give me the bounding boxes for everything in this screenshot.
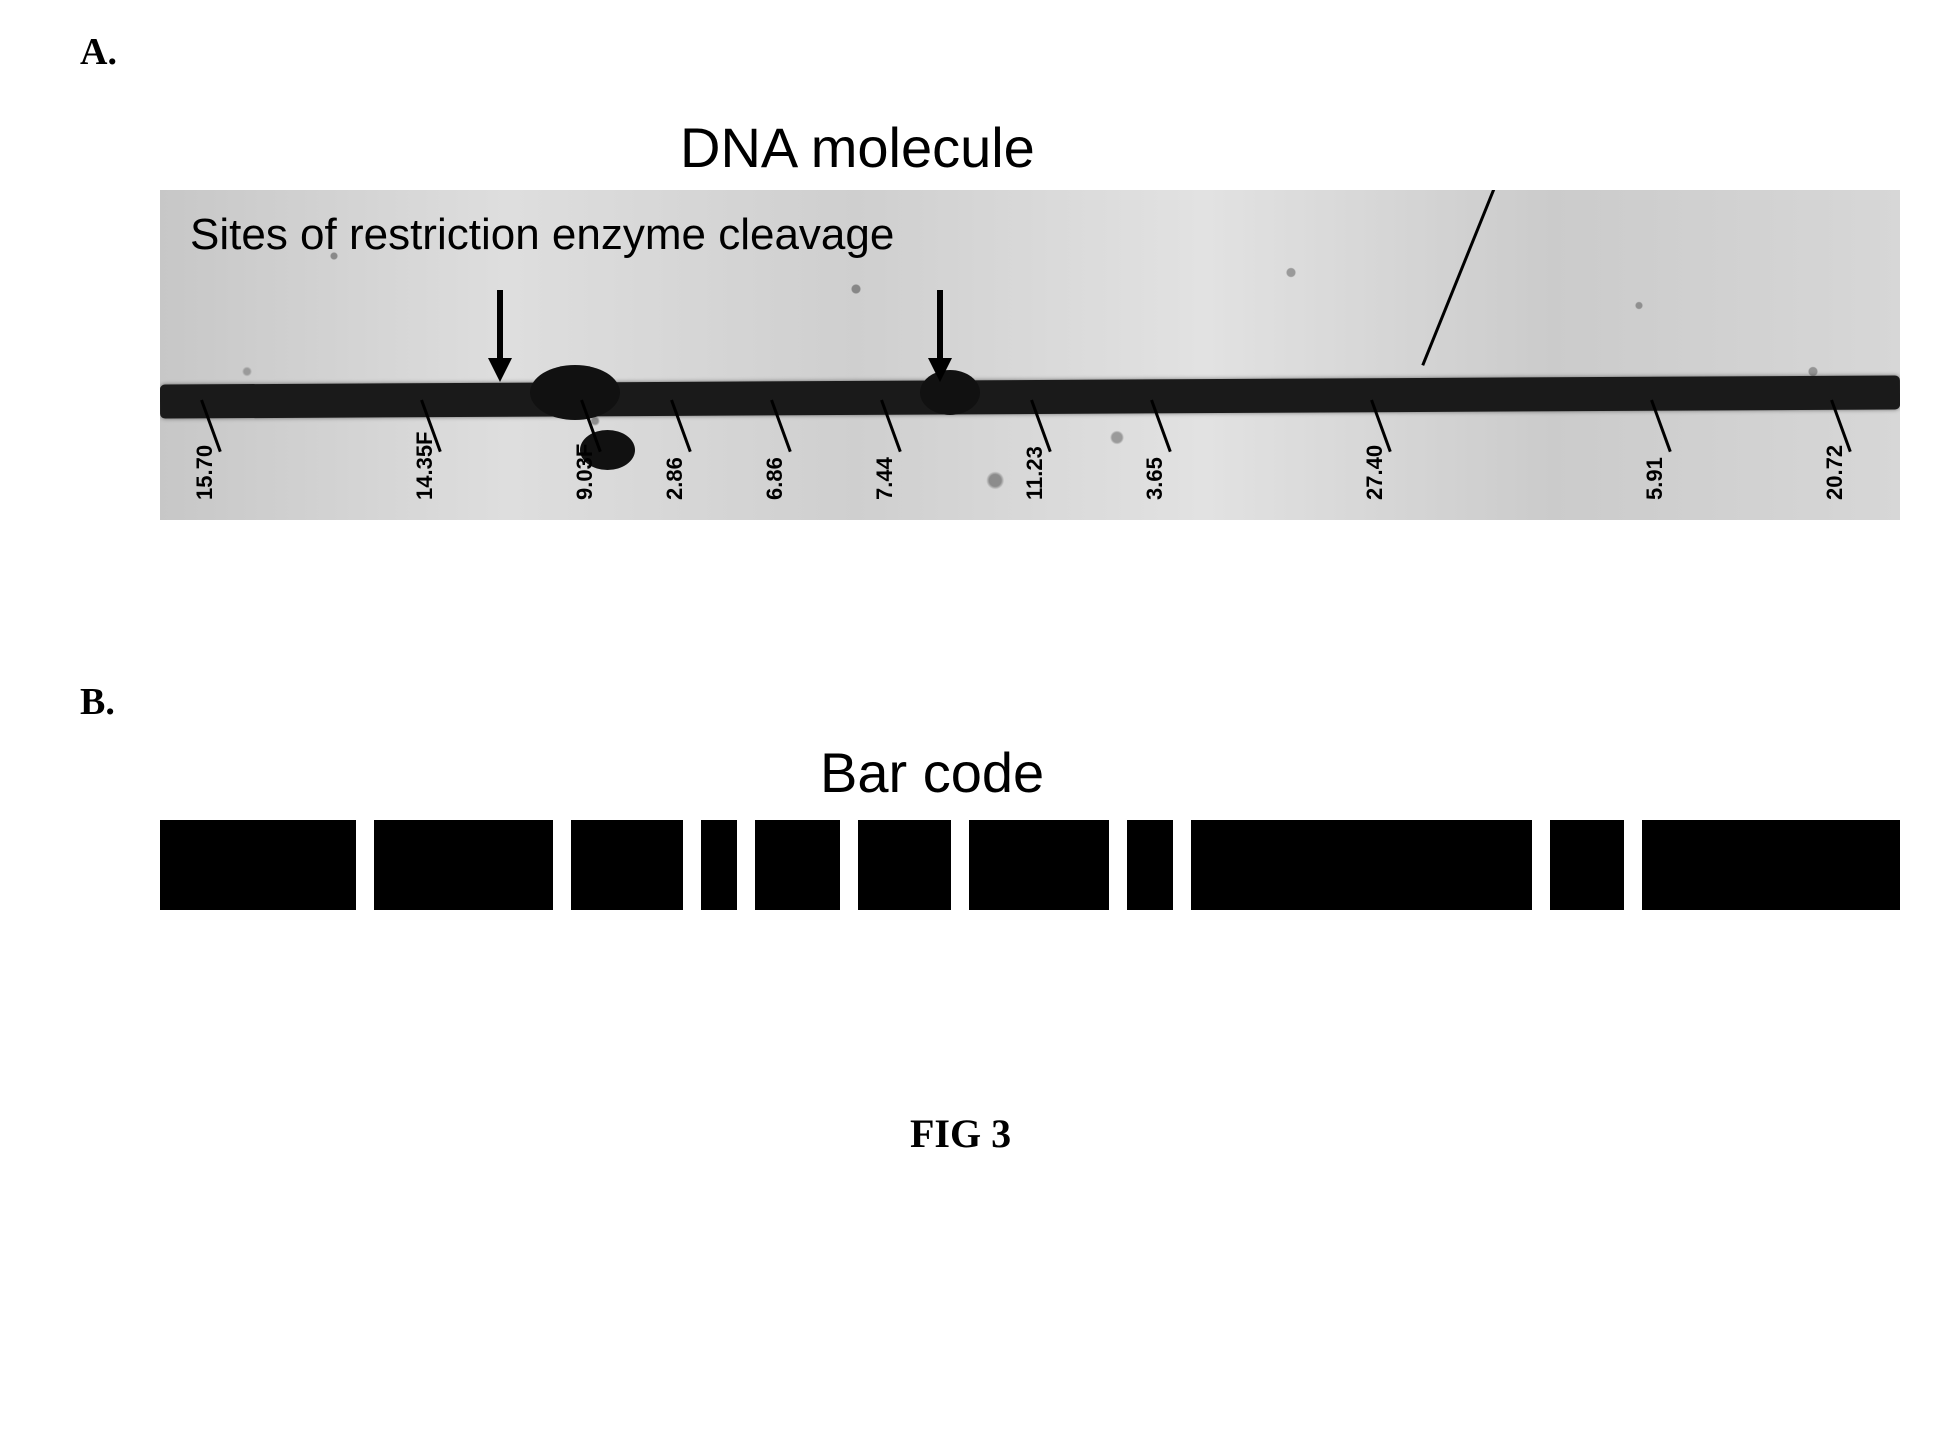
barcode-bar [1191, 820, 1533, 910]
dna-pointer-line [1421, 190, 1502, 366]
barcode-bar [1550, 820, 1624, 910]
barcode-bar [1642, 820, 1900, 910]
barcode-bar [701, 820, 737, 910]
segment-label: 20.72 [1822, 445, 1848, 500]
barcode-bar [571, 820, 684, 910]
segment-label: 15.70 [192, 445, 218, 500]
segment-label: 14.35F [412, 432, 438, 501]
segment-label: 6.86 [762, 457, 788, 500]
cleavage-annotation: Sites of restriction enzyme cleavage [190, 210, 894, 260]
panel-a-title: DNA molecule [680, 115, 1035, 180]
dna-strand [160, 375, 1900, 418]
segment-label: 27.40 [1362, 445, 1388, 500]
segment-label: 3.65 [1142, 457, 1168, 500]
segment-label: 2.86 [662, 457, 688, 500]
panel-b-label: B. [80, 680, 115, 724]
figure-caption: FIG 3 [910, 1110, 1011, 1157]
barcode [160, 820, 1900, 910]
barcode-bar [969, 820, 1109, 910]
barcode-bar [160, 820, 356, 910]
segment-label: 9.03F [572, 444, 598, 500]
segment-label: 5.91 [1642, 457, 1668, 500]
barcode-bar [755, 820, 841, 910]
barcode-bar [374, 820, 553, 910]
segment-label: 11.23 [1022, 446, 1048, 500]
barcode-bar [1127, 820, 1172, 910]
dna-micrograph: Sites of restriction enzyme cleavage 15.… [160, 190, 1900, 520]
panel-a-label: A. [80, 30, 117, 74]
barcode-bar [858, 820, 951, 910]
dna-blob [530, 365, 620, 420]
panel-b-title: Bar code [820, 740, 1044, 805]
segment-label: 7.44 [872, 457, 898, 500]
